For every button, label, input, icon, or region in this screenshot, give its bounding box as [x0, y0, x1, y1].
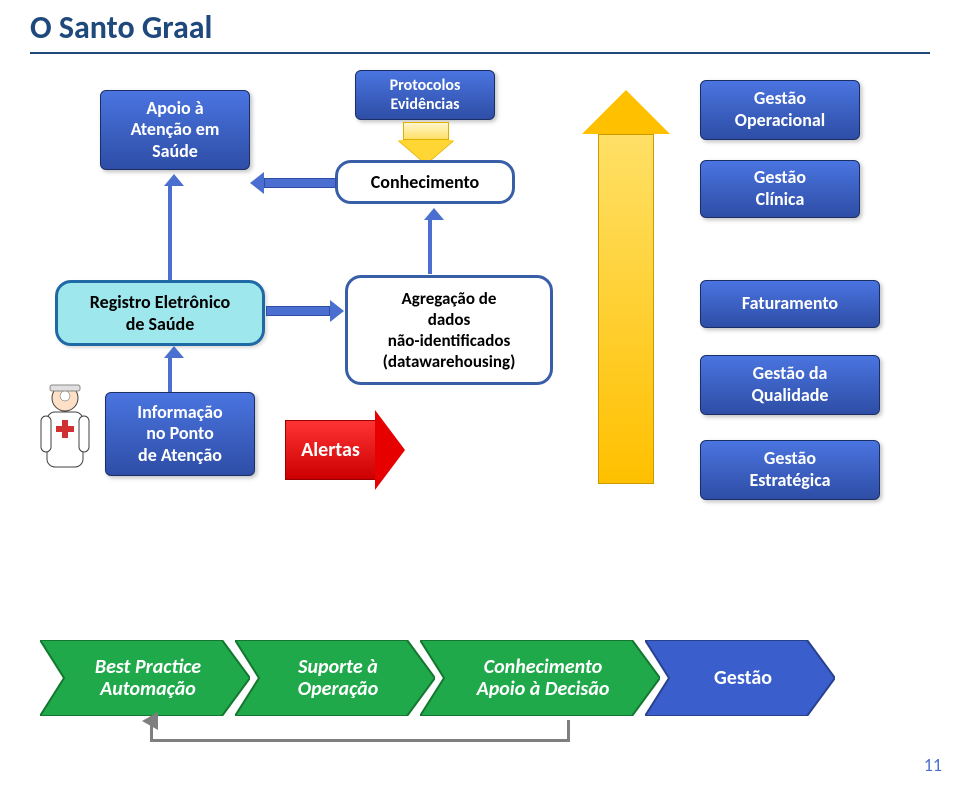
chevron-label-0: Best Practice Automação [95, 656, 201, 700]
chevron-gestao: Gestão [645, 640, 835, 716]
arrow-registro-to-agregacao [266, 300, 344, 322]
box-gestao-operacional: Gestão Operacional [700, 80, 860, 140]
box-faturamento: Faturamento [700, 280, 880, 328]
chevron-label-3: Gestão [714, 667, 772, 689]
box-gestao-qualidade: Gestão da Qualidade [700, 355, 880, 415]
box-gestao-estrategica: Gestão Estratégica [700, 440, 880, 500]
box-apoio: Apoio à Atenção em Saúde [100, 90, 250, 170]
box-gestao-clinica: Gestão Clínica [700, 160, 860, 218]
title-rule [30, 52, 930, 54]
return-bracket [150, 720, 570, 742]
box-conhecimento: Conhecimento [335, 160, 515, 204]
big-up-arrow [582, 90, 670, 484]
box-protocolos: Protocolos Evidências [355, 70, 495, 120]
chevron-best-practice: Best Practice Automação [40, 640, 250, 716]
arrow-registro-to-apoio [168, 186, 172, 280]
label-alertas: Alertas [301, 438, 360, 462]
chevron-label-1: Suporte à Operação [298, 656, 379, 700]
page-number: 11 [924, 754, 942, 776]
slide: { "title": "O Santo Graal", "colors": { … [0, 0, 960, 788]
arrow-conhecimento-to-apoio [250, 172, 335, 194]
box-registro: Registro Eletrônico de Saúde [55, 280, 265, 346]
box-informacao: Informação no Ponto de Atenção [105, 392, 255, 476]
arrow-alertas: Alertas [285, 410, 405, 490]
chevron-conhecimento: Conhecimento Apoio à Decisão [420, 640, 660, 716]
chevron-row: Best Practice Automação Suporte à Operaç… [40, 640, 940, 720]
arrow-informacao-to-registro [168, 358, 172, 392]
return-arrowhead [142, 712, 160, 730]
doctor-icon [35, 380, 95, 480]
box-agregacao: Agregação de dados não-identificados (da… [345, 275, 553, 385]
arrow-agregacao-to-conhecimento [428, 220, 432, 274]
chevron-label-2: Conhecimento Apoio à Decisão [477, 656, 610, 700]
page-title: O Santo Graal [30, 8, 212, 47]
arrow-protocolos-to-conhecimento [398, 122, 454, 164]
chevron-suporte: Suporte à Operação [235, 640, 435, 716]
